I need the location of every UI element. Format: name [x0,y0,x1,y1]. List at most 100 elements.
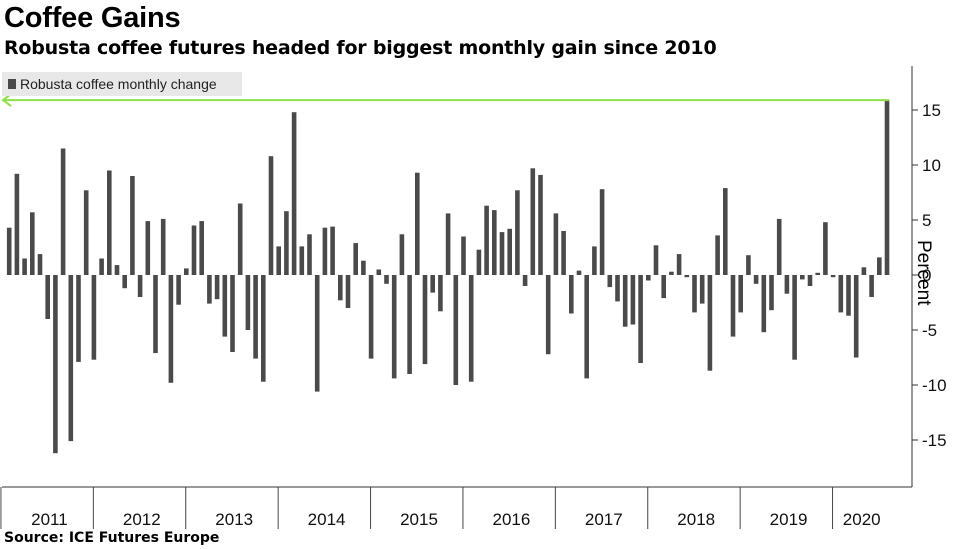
bar [76,275,81,362]
bar [646,275,651,281]
bar [184,268,189,275]
bar [107,170,112,275]
y-tick-label: -5 [922,321,937,340]
bar [746,255,751,275]
bar [607,275,613,288]
bar [861,267,867,275]
bar [68,275,74,442]
bar [669,271,674,275]
bar [753,275,759,284]
chart-subtitle: Robusta coffee futures headed for bigges… [4,37,717,59]
bar [153,275,158,354]
bar [869,275,874,297]
source-note: Source: ICE Futures Europe [4,530,220,546]
bar [299,246,305,275]
bar [376,269,382,275]
bar [707,275,713,371]
bar [653,245,659,275]
bar [45,275,50,319]
y-tick-label: -10 [922,376,947,395]
bar [476,249,482,275]
bar [492,210,497,275]
bar [114,265,120,275]
y-tick-label: 10 [922,156,941,175]
bar [515,190,520,275]
bar [715,235,720,275]
legend-label: Robusta coffee monthly change [20,76,217,92]
x-tick-label: 2020 [843,510,881,529]
bar [692,275,697,313]
bar [576,270,582,275]
bar [507,228,512,275]
bar [630,275,636,325]
bar [268,156,274,275]
bar [830,275,836,278]
bar [361,260,366,275]
bar [730,275,736,337]
bar [122,275,127,289]
bar [407,275,412,374]
bar [245,275,251,330]
bar [237,203,243,275]
x-tick-label: 2014 [308,510,346,529]
bar [545,275,551,355]
bar [676,254,682,275]
bar [83,190,89,275]
bar [168,275,174,383]
bar [823,222,828,275]
bar [145,221,151,275]
bar [430,275,435,293]
bar [53,275,58,454]
bar [338,275,343,301]
bar [276,246,281,275]
bar [191,225,197,275]
bar [530,168,536,275]
bar [453,275,459,385]
bar [468,275,474,382]
x-tick-label: 2013 [215,510,253,529]
bar [661,275,666,299]
y-tick-label: 15 [922,101,941,120]
bar [384,275,389,284]
bar [307,234,312,275]
bar [22,258,27,275]
x-tick-label: 2019 [770,510,808,529]
bar [261,275,266,382]
bar [230,275,235,352]
bar [291,112,297,275]
bar [438,275,443,312]
bar [592,246,597,275]
bar [130,176,135,275]
bar [522,275,528,286]
bar [461,236,466,275]
bar [353,243,358,275]
bar [553,213,559,275]
reference-arrow [1,93,12,107]
legend-swatch [8,79,16,89]
bar [761,275,767,333]
bar [584,275,589,379]
bar [160,218,166,275]
bar [561,231,566,275]
bar [769,275,774,311]
bar [253,275,258,359]
bar [391,275,397,379]
bar [599,189,605,275]
x-tick-label: 2012 [123,510,161,529]
bar [60,148,66,275]
bar [853,275,859,358]
bar [368,275,374,359]
bar [792,275,797,360]
legend: Robusta coffee monthly change [2,72,242,96]
bar [330,226,335,275]
x-tick-label: 2015 [400,510,438,529]
bar [222,275,228,337]
bar [638,275,643,363]
x-tick-label: 2011 [31,510,68,529]
bar [684,275,690,278]
bar [322,227,328,275]
bar [499,232,505,275]
bar [415,172,420,275]
bar [14,173,20,275]
